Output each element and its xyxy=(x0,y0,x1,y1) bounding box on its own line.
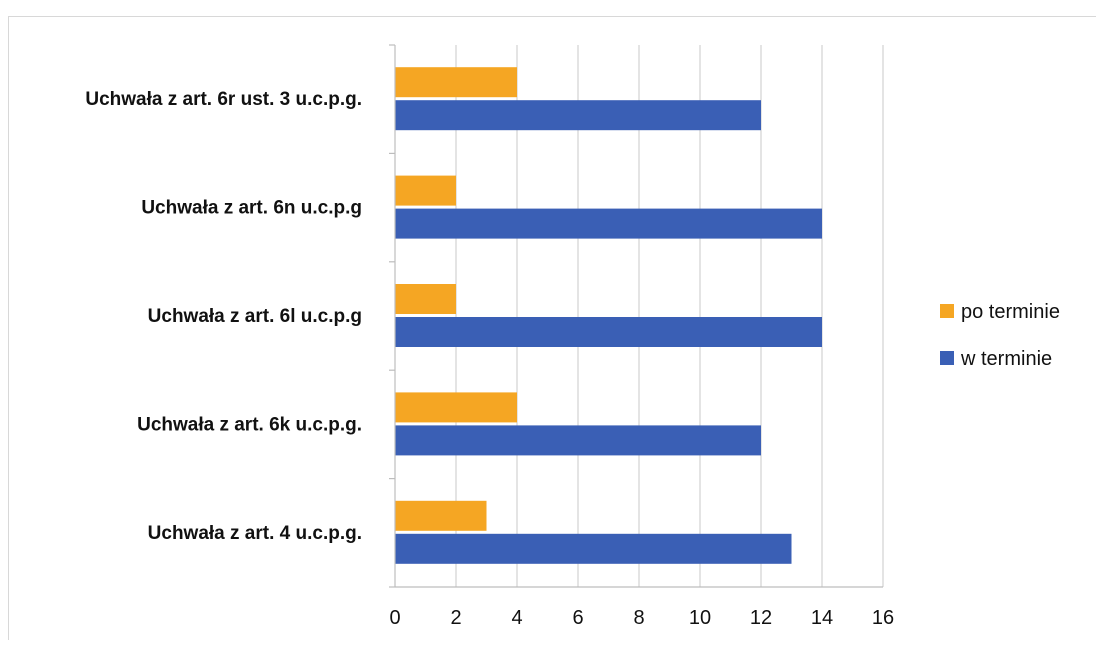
x-tick-label-6: 6 xyxy=(572,607,583,629)
legend-swatch-1 xyxy=(940,351,954,365)
legend-label-0: po terminie xyxy=(961,301,1060,323)
bar-po-terminie-0 xyxy=(395,500,487,531)
axes xyxy=(389,44,883,588)
category-label-1: Uchwała z art. 6k u.c.p.g. xyxy=(137,414,362,435)
category-label-4: Uchwała z art. 6r ust. 3 u.c.p.g. xyxy=(85,89,362,110)
legend-label-1: w terminie xyxy=(960,348,1052,370)
bar-po-terminie-4 xyxy=(395,67,517,98)
bar-w-terminie-3 xyxy=(395,208,822,239)
bar-po-terminie-3 xyxy=(395,175,456,206)
category-label-0: Uchwała z art. 4 u.c.p.g. xyxy=(148,523,362,544)
bar-w-terminie-0 xyxy=(395,533,792,564)
category-labels: Uchwała z art. 4 u.c.p.g. Uchwała z art. … xyxy=(85,89,362,544)
x-tick-label-8: 8 xyxy=(633,607,644,629)
x-tick-label-12: 12 xyxy=(750,607,772,629)
bar-w-terminie-4 xyxy=(395,100,761,131)
legend-swatch-0 xyxy=(940,304,954,318)
x-tick-label-14: 14 xyxy=(811,607,833,629)
x-tick-label-16: 16 xyxy=(872,607,894,629)
bar-w-terminie-2 xyxy=(395,317,822,347)
chart-frame xyxy=(8,16,1096,640)
bar-po-terminie-2 xyxy=(395,284,456,314)
bars xyxy=(395,67,822,564)
gridlines xyxy=(455,45,884,587)
x-tick-label-10: 10 xyxy=(689,607,711,629)
bar-po-terminie-1 xyxy=(395,392,517,423)
x-tick-label-4: 4 xyxy=(511,607,522,629)
category-label-2: Uchwała z art. 6l u.c.p.g xyxy=(148,306,362,327)
x-tick-label-2: 2 xyxy=(450,607,461,629)
legend: po terminie w terminie xyxy=(940,301,1060,370)
x-tick-labels: 0 2 4 6 8 10 12 14 16 xyxy=(389,607,894,629)
category-label-3: Uchwała z art. 6n u.c.p.g xyxy=(141,198,362,219)
x-tick-label-0: 0 xyxy=(389,607,400,629)
bar-w-terminie-1 xyxy=(395,425,761,456)
